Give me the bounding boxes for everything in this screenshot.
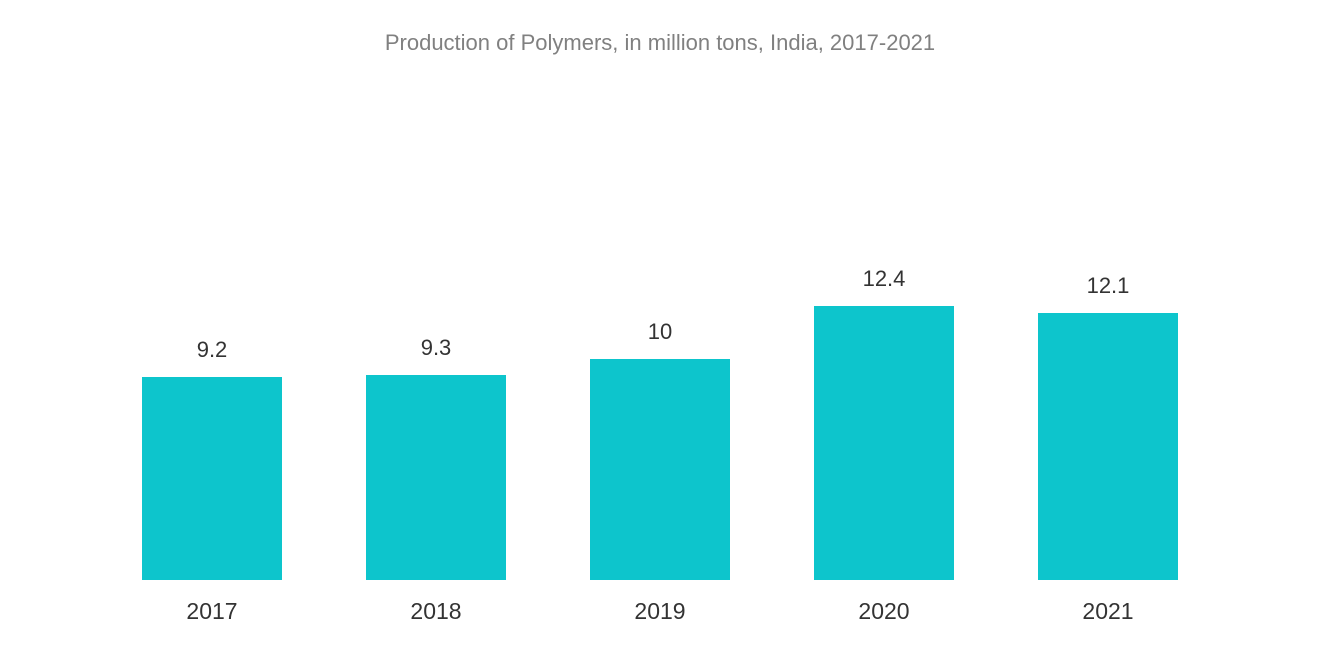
bar-value-label: 9.3 — [421, 335, 452, 361]
bar-container: 12.4 — [814, 96, 954, 580]
chart-title: Production of Polymers, in million tons,… — [60, 30, 1260, 56]
x-axis-label: 2017 — [100, 598, 324, 625]
bar-group: 12.1 — [996, 96, 1220, 580]
bar-container: 9.3 — [366, 96, 506, 580]
bar-group: 9.3 — [324, 96, 548, 580]
bar — [590, 359, 730, 580]
bar-value-label: 12.4 — [863, 266, 906, 292]
bar-group: 10 — [548, 96, 772, 580]
bar — [814, 306, 954, 580]
bar-container: 12.1 — [1038, 96, 1178, 580]
bar-value-label: 12.1 — [1087, 273, 1130, 299]
x-axis-label: 2021 — [996, 598, 1220, 625]
bar — [1038, 313, 1178, 580]
bar-container: 9.2 — [142, 96, 282, 580]
bar-group: 9.2 — [100, 96, 324, 580]
bar — [142, 377, 282, 580]
x-axis-label: 2020 — [772, 598, 996, 625]
bar-value-label: 9.2 — [197, 337, 228, 363]
x-axis: 2017 2018 2019 2020 2021 — [60, 580, 1260, 625]
chart-plot-area: 9.2 9.3 10 12.4 12.1 — [60, 96, 1260, 580]
bar-group: 12.4 — [772, 96, 996, 580]
bar — [366, 375, 506, 580]
x-axis-label: 2019 — [548, 598, 772, 625]
bar-container: 10 — [590, 96, 730, 580]
bar-value-label: 10 — [648, 319, 672, 345]
x-axis-label: 2018 — [324, 598, 548, 625]
